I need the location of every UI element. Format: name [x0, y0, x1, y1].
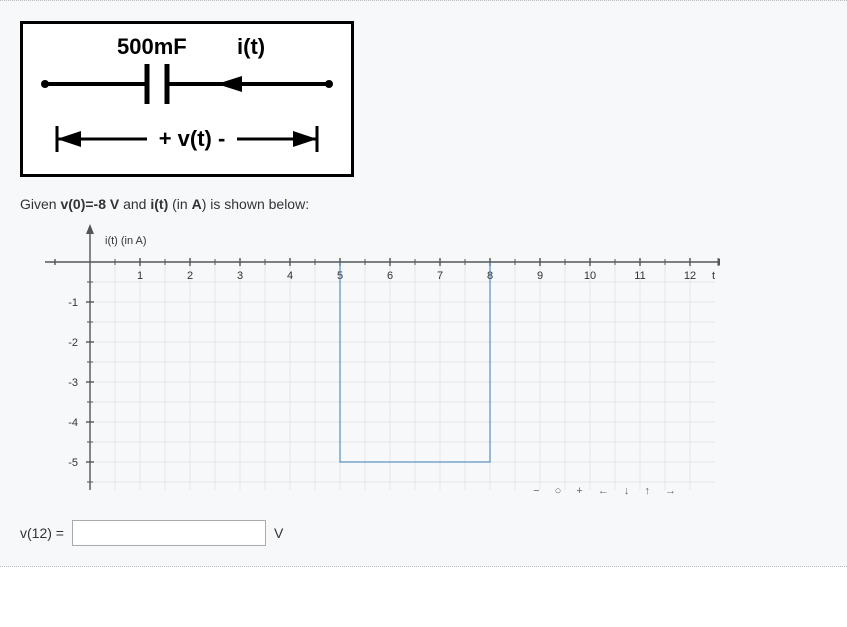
svg-text:-4: -4: [68, 417, 78, 429]
zoom-reset-icon[interactable]: ○: [555, 485, 562, 497]
capacitor-value: 500mF: [117, 34, 187, 59]
svg-text:-5: -5: [68, 457, 78, 469]
question-panel: 500mF i(t) + v(t) - Given v(0)=-8 V and …: [0, 0, 847, 567]
circuit-diagram: 500mF i(t) + v(t) -: [20, 21, 354, 177]
svg-text:9: 9: [537, 270, 543, 282]
svg-text:3: 3: [237, 270, 243, 282]
svg-text:6: 6: [387, 270, 393, 282]
svg-text:-3: -3: [68, 377, 78, 389]
answer-unit: V: [274, 525, 283, 541]
pan-down-icon[interactable]: ↓: [624, 485, 630, 497]
current-chart: 123456789101112t-1-2-3-4-5i(t) (in A) − …: [20, 222, 720, 502]
zoom-out-icon[interactable]: −: [533, 485, 539, 497]
given-text: Given v(0)=-8 V and i(t) (in A) is shown…: [20, 180, 827, 222]
answer-prefix: v(12) =: [20, 525, 64, 541]
current-label: i(t): [237, 34, 265, 59]
svg-text:-2: -2: [68, 337, 78, 349]
svg-text:7: 7: [437, 270, 443, 282]
pan-left-icon[interactable]: ←: [598, 485, 609, 497]
svg-text:t: t: [712, 270, 715, 282]
zoom-in-icon[interactable]: +: [576, 485, 582, 497]
svg-text:-1: -1: [68, 297, 78, 309]
svg-text:12: 12: [684, 270, 696, 282]
chart-toolbar: − ○ + ← ↓ ↑ →: [529, 485, 680, 497]
svg-text:i(t) (in A): i(t) (in A): [105, 235, 147, 247]
svg-text:10: 10: [584, 270, 596, 282]
answer-row: v(12) = V: [20, 520, 827, 546]
voltage-label: + v(t) -: [159, 126, 226, 151]
pan-up-icon[interactable]: ↑: [644, 485, 650, 497]
svg-text:11: 11: [634, 270, 645, 282]
svg-text:4: 4: [287, 270, 293, 282]
svg-text:2: 2: [187, 270, 193, 282]
answer-input[interactable]: [72, 520, 266, 546]
pan-right-icon[interactable]: →: [665, 485, 676, 497]
svg-text:1: 1: [137, 270, 143, 282]
